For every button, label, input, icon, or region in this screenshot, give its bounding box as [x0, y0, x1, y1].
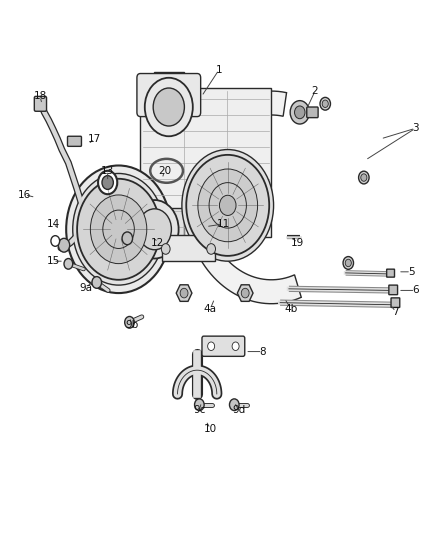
Circle shape: [138, 209, 171, 250]
Circle shape: [73, 173, 164, 285]
Circle shape: [182, 150, 274, 261]
Circle shape: [66, 165, 171, 293]
FancyBboxPatch shape: [164, 208, 184, 251]
Text: 9a: 9a: [79, 283, 92, 293]
Text: 18: 18: [33, 91, 46, 101]
Circle shape: [153, 88, 184, 126]
Text: 20: 20: [158, 166, 171, 176]
Circle shape: [198, 169, 258, 242]
Circle shape: [219, 195, 236, 215]
Text: 13: 13: [101, 166, 114, 176]
Circle shape: [161, 244, 170, 254]
Circle shape: [322, 100, 328, 108]
Circle shape: [241, 288, 249, 298]
FancyBboxPatch shape: [34, 96, 46, 111]
Circle shape: [207, 244, 215, 254]
Circle shape: [294, 106, 305, 119]
Circle shape: [209, 183, 247, 228]
Circle shape: [131, 200, 179, 259]
FancyBboxPatch shape: [387, 269, 395, 277]
Circle shape: [125, 317, 134, 328]
Circle shape: [320, 98, 331, 110]
Circle shape: [345, 259, 351, 266]
Text: 6: 6: [412, 286, 419, 295]
Text: 5: 5: [408, 267, 414, 277]
FancyBboxPatch shape: [391, 298, 400, 308]
FancyBboxPatch shape: [389, 285, 398, 295]
Text: 12: 12: [151, 238, 165, 247]
FancyBboxPatch shape: [137, 74, 201, 117]
Text: 7: 7: [392, 306, 399, 317]
Circle shape: [145, 78, 193, 136]
Text: 8: 8: [259, 346, 266, 357]
Text: 16: 16: [18, 190, 32, 200]
FancyBboxPatch shape: [67, 136, 81, 147]
Circle shape: [90, 195, 147, 264]
FancyBboxPatch shape: [153, 72, 184, 91]
Circle shape: [208, 342, 215, 351]
Circle shape: [102, 175, 113, 189]
Circle shape: [361, 174, 367, 181]
Circle shape: [98, 171, 117, 194]
Text: 1: 1: [215, 65, 223, 75]
Text: 9d: 9d: [232, 405, 245, 415]
Text: 3: 3: [412, 123, 419, 133]
Text: 4b: 4b: [284, 304, 298, 314]
Circle shape: [359, 171, 369, 184]
Circle shape: [122, 232, 133, 245]
FancyBboxPatch shape: [162, 235, 215, 261]
Circle shape: [186, 155, 269, 256]
Circle shape: [64, 259, 73, 269]
Polygon shape: [184, 91, 301, 304]
Text: 2: 2: [312, 86, 318, 96]
FancyBboxPatch shape: [307, 107, 318, 118]
Text: 19: 19: [291, 238, 304, 247]
Text: 9c: 9c: [193, 405, 205, 415]
Text: 9b: 9b: [125, 320, 138, 330]
Circle shape: [58, 238, 70, 252]
Text: 17: 17: [88, 134, 101, 144]
Text: 10: 10: [204, 424, 217, 434]
Circle shape: [343, 256, 353, 269]
Circle shape: [232, 342, 239, 351]
FancyBboxPatch shape: [202, 336, 245, 357]
Circle shape: [180, 288, 188, 298]
Circle shape: [194, 399, 204, 410]
FancyBboxPatch shape: [141, 88, 272, 237]
Text: 11: 11: [217, 219, 230, 229]
Circle shape: [51, 236, 60, 246]
Circle shape: [77, 179, 160, 280]
Text: 14: 14: [46, 219, 60, 229]
Circle shape: [290, 101, 309, 124]
Circle shape: [92, 277, 102, 288]
Circle shape: [103, 210, 134, 248]
Text: 4a: 4a: [204, 304, 217, 314]
Text: 15: 15: [46, 256, 60, 266]
Circle shape: [230, 399, 239, 410]
